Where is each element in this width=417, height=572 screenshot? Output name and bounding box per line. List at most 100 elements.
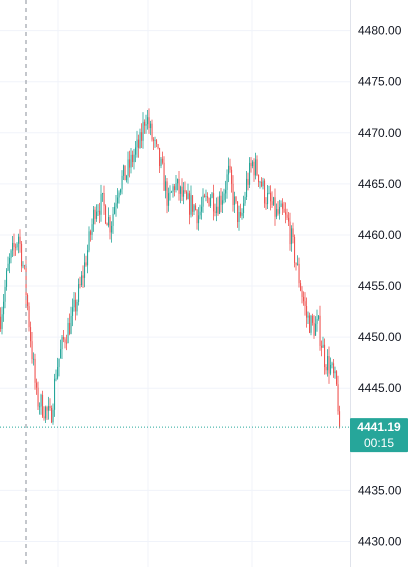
candle-body	[228, 165, 230, 175]
candle-up	[259, 180, 261, 189]
candle-body	[304, 301, 306, 307]
candle-up	[307, 311, 309, 325]
candle-body	[82, 275, 84, 278]
candle-up	[330, 357, 332, 376]
candle-up	[139, 128, 141, 149]
candle-body	[120, 189, 122, 193]
candle-body	[73, 299, 75, 308]
candle-body	[4, 286, 6, 302]
candle-up	[136, 130, 138, 158]
candle-body	[150, 123, 152, 129]
candle-up	[252, 160, 254, 169]
candle-body	[45, 407, 47, 419]
candle-body	[69, 322, 71, 334]
candle-up	[72, 298, 74, 327]
candle-down	[21, 240, 23, 272]
candle-up	[175, 174, 177, 193]
candle-body	[294, 236, 296, 263]
candle-body	[252, 161, 254, 167]
candle-down	[213, 184, 215, 221]
candle-up	[198, 207, 200, 231]
candle-body	[96, 211, 98, 219]
last-price-label-bg	[350, 418, 408, 453]
candle-down	[253, 158, 255, 182]
candle-body	[90, 231, 92, 235]
candle-up	[193, 203, 195, 216]
candle-body	[244, 196, 246, 204]
candle-up	[93, 205, 95, 232]
candle-body	[202, 195, 204, 207]
candle-down	[295, 262, 297, 271]
candle-body	[298, 263, 300, 284]
candle-down	[207, 192, 209, 204]
candle-body	[114, 206, 116, 214]
candle-up	[121, 170, 123, 195]
candle-up	[52, 403, 54, 425]
candle-up	[255, 152, 257, 180]
candle-up	[7, 256, 9, 272]
candle-down	[34, 353, 36, 390]
candle-up	[123, 164, 125, 181]
candle-up	[57, 357, 59, 380]
candle-body	[156, 140, 158, 144]
candle-body	[207, 196, 209, 199]
candle-down	[270, 185, 272, 211]
candle-down	[309, 312, 311, 334]
candle-down	[282, 198, 284, 216]
candle-body	[211, 193, 213, 198]
candle-body	[108, 217, 110, 226]
candle-body	[60, 349, 62, 359]
candle-up	[67, 317, 69, 344]
candle-down	[328, 346, 330, 384]
candle-body	[58, 358, 60, 368]
candle-body	[321, 345, 323, 348]
candle-up	[222, 191, 224, 213]
y-tick-label: 4480.00	[358, 24, 402, 38]
candle-body	[162, 158, 164, 163]
candle-body	[115, 203, 117, 207]
candle-up	[100, 184, 102, 222]
candle-body	[81, 275, 83, 285]
candle-body	[286, 214, 288, 218]
candle-down	[196, 208, 198, 230]
candle-down	[27, 293, 29, 311]
candle-up	[280, 200, 282, 208]
candle-up	[205, 189, 207, 202]
candle-body	[117, 197, 119, 204]
candle-body	[303, 296, 305, 302]
candle-body	[193, 205, 195, 212]
candle-down	[24, 264, 26, 270]
candle-up	[48, 396, 50, 420]
candle-up	[78, 278, 80, 306]
candle-up	[81, 271, 83, 288]
candle-body	[1, 314, 3, 329]
candle-body	[141, 132, 143, 141]
candle-up	[169, 185, 171, 201]
candle-up	[16, 242, 18, 251]
candle-up	[73, 292, 75, 312]
candle-down	[321, 340, 323, 357]
candle-body	[127, 159, 129, 176]
candle-up	[97, 204, 99, 216]
candle-down	[325, 364, 327, 375]
last-price-countdown: 00:15	[364, 436, 394, 450]
candle-up	[228, 157, 230, 183]
candle-up	[40, 393, 42, 415]
candle-down	[298, 257, 300, 288]
candle-down	[294, 234, 296, 268]
candle-down	[195, 203, 197, 211]
y-tick-label: 4455.00	[358, 279, 402, 293]
candle-body	[259, 181, 261, 183]
candle-body	[99, 210, 101, 215]
candle-down	[36, 378, 38, 395]
candle-up	[127, 151, 129, 184]
price-axis[interactable]: 4480.00 4475.00 4470.00 4465.00 4460.00 4455.…	[358, 24, 402, 549]
candle-down	[141, 123, 143, 148]
candle-body	[333, 363, 335, 374]
candle-body	[184, 190, 186, 192]
candle-down	[162, 151, 164, 165]
candle-body	[256, 159, 258, 175]
candle-body	[165, 181, 167, 191]
